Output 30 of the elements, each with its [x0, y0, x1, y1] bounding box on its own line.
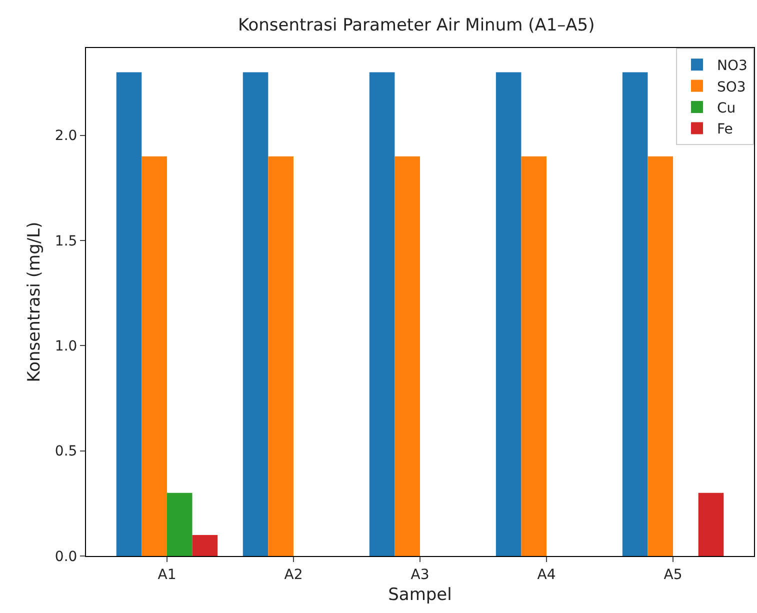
bar: [648, 156, 674, 556]
bar: [496, 72, 522, 556]
bar: [116, 72, 142, 556]
chart-title: Konsentrasi Parameter Air Minum (A1–A5): [238, 15, 595, 36]
bar: [622, 72, 648, 556]
legend-label: SO3: [717, 79, 746, 96]
x-tick-label: A1: [158, 566, 176, 583]
y-tick-label: 2.0: [54, 128, 78, 144]
y-tick-label: 0.5: [54, 444, 78, 460]
bar: [142, 156, 167, 556]
bar: [166, 492, 192, 556]
bar: [394, 156, 420, 556]
bar: [521, 156, 547, 556]
x-tick-label: A2: [284, 566, 303, 583]
x-tick-label: A3: [410, 566, 430, 583]
bar: [192, 534, 218, 556]
legend-label: Fe: [717, 122, 733, 138]
y-tick-label: 1.0: [54, 338, 78, 355]
x-tick-label: A4: [537, 566, 556, 583]
y-axis-title: Konsentrasi (mg/L): [24, 222, 44, 382]
bar: [369, 72, 395, 556]
y-tick-label: 1.5: [54, 233, 78, 250]
x-axis-title: Sampel: [388, 585, 452, 606]
x-tick-label: A5: [664, 566, 682, 583]
y-tick-label: 0.0: [54, 548, 78, 565]
bar: [268, 156, 294, 556]
legend-label: Cu: [717, 100, 736, 116]
bar: [698, 492, 724, 556]
legend-label: NO3: [717, 58, 748, 74]
bar: [242, 72, 268, 556]
